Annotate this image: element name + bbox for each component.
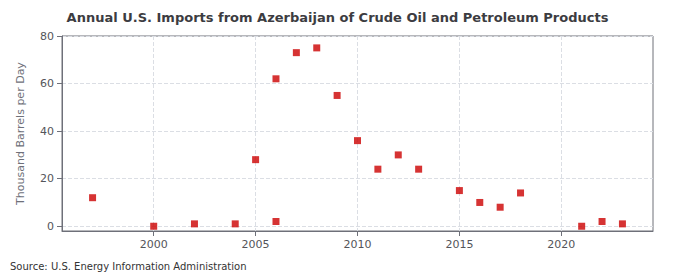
svg-text:Source: U.S. Energy Informatio: Source: U.S. Energy Information Administ… <box>10 261 247 272</box>
svg-text:2020: 2020 <box>547 238 575 251</box>
svg-text:60: 60 <box>40 77 54 90</box>
svg-text:Annual U.S. Imports from Azerb: Annual U.S. Imports from Azerbaijan of C… <box>67 10 609 25</box>
svg-text:2005: 2005 <box>242 238 270 251</box>
svg-text:40: 40 <box>40 125 54 138</box>
svg-text:2010: 2010 <box>344 238 372 251</box>
svg-text:20: 20 <box>40 172 54 185</box>
svg-text:0: 0 <box>47 220 54 233</box>
svg-text:2015: 2015 <box>445 238 473 251</box>
svg-text:80: 80 <box>40 30 54 43</box>
svg-text:Thousand Barrels per Day: Thousand Barrels per Day <box>14 62 27 206</box>
svg-text:2000: 2000 <box>140 238 168 251</box>
